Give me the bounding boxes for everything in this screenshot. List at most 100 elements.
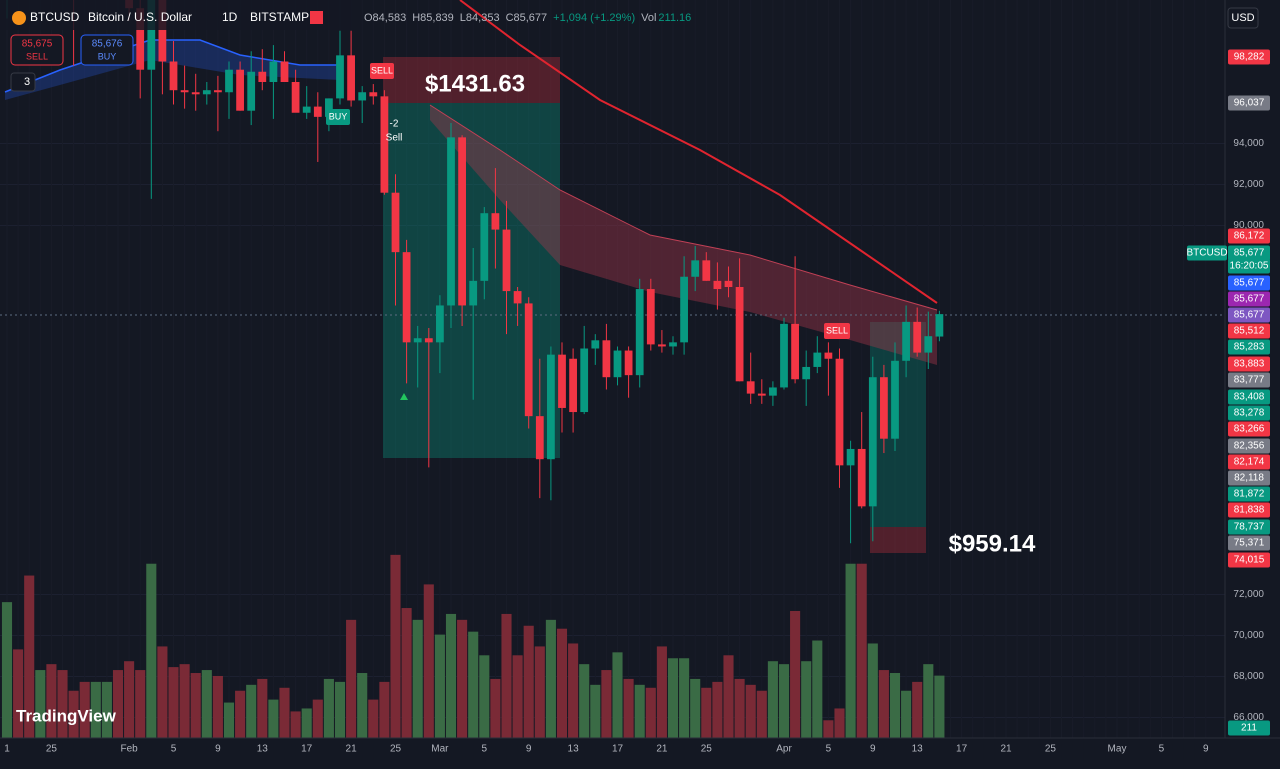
price-label-box — [1228, 356, 1270, 372]
ma-line — [459, 0, 938, 304]
candle-body — [436, 305, 444, 343]
price-label-box — [1228, 258, 1270, 274]
price-label-box — [1228, 486, 1270, 502]
price-label-box — [1228, 438, 1270, 454]
volume-bar — [212, 675, 223, 738]
candle-body — [547, 354, 555, 460]
sell-price: 85,675 — [22, 39, 53, 50]
volume-bar — [457, 619, 468, 738]
description: Bitcoin / U.S. Dollar — [88, 10, 192, 24]
x-tick-label: 5 — [482, 744, 488, 755]
volume-value: 211.16 — [658, 12, 691, 24]
volume-bar — [235, 690, 246, 738]
candle-body — [202, 90, 211, 95]
ma-line — [429, 104, 938, 311]
x-tick-label: 9 — [215, 744, 221, 755]
interval: 1D — [222, 10, 238, 24]
volume-bar — [934, 675, 945, 738]
volume-bar — [24, 575, 35, 738]
volume-bar — [46, 664, 57, 738]
candle-body — [424, 338, 433, 343]
ohlc: O84,583 H85,839 L84,353 C85,677 +1,094 (+1.2… — [364, 12, 691, 24]
candle-body — [336, 55, 344, 99]
volume-bar — [612, 652, 623, 738]
volume-bar — [834, 708, 845, 738]
profit-label: $1431.63 — [425, 70, 525, 97]
price-label: 85,677 — [1234, 248, 1265, 259]
price-label-box — [1228, 228, 1270, 244]
price-label: 81,838 — [1234, 505, 1265, 516]
volume-bar — [135, 670, 146, 738]
ma-line — [4, 39, 340, 93]
volume-bar — [690, 678, 701, 738]
volume-bar — [723, 655, 734, 738]
volume-bar — [1, 602, 13, 738]
volume-bar — [767, 661, 778, 738]
volume-bar — [623, 678, 634, 738]
ohlc-value: C85,677 — [506, 12, 548, 24]
candle-body — [646, 289, 655, 345]
volume-bar — [901, 690, 912, 738]
candle-body — [824, 352, 833, 359]
candle-body — [513, 291, 522, 304]
price-label: 83,777 — [1234, 375, 1265, 386]
x-tick-label: 9 — [526, 744, 532, 755]
price-label: 86,172 — [1234, 231, 1265, 242]
volume-bar — [801, 661, 812, 738]
volume-bar — [101, 681, 112, 738]
volume-bar — [390, 554, 401, 738]
volume-bar — [246, 684, 257, 738]
volume-bar — [68, 690, 79, 738]
candle-body — [380, 96, 389, 193]
y-tick-label: 92,000 — [1233, 179, 1264, 190]
volume-bar — [545, 619, 556, 738]
candle-body — [724, 280, 733, 287]
volume-bar — [501, 613, 512, 738]
candle-body — [214, 90, 222, 93]
signal-label: -2 — [390, 119, 399, 130]
stop-zone — [870, 527, 926, 553]
volume-bar — [556, 628, 568, 738]
signal-label: BUY — [329, 111, 348, 121]
currency-button[interactable] — [1227, 7, 1259, 29]
buy-button[interactable] — [80, 34, 134, 66]
price-label-box — [1228, 454, 1270, 470]
candle-body — [391, 192, 400, 253]
price-label-box — [1228, 720, 1270, 736]
volume-bar — [912, 681, 923, 738]
candle-body — [347, 55, 355, 101]
coin-icon — [12, 11, 26, 25]
volume-bar — [57, 670, 68, 738]
volume-bar — [79, 681, 90, 738]
sell-button[interactable] — [10, 34, 64, 66]
x-tick-label: 25 — [390, 744, 402, 755]
volume-bar — [368, 699, 379, 738]
price-label-box — [1228, 291, 1270, 307]
volume-bar — [412, 619, 423, 738]
candle-body — [247, 71, 256, 111]
flag — [310, 11, 323, 24]
volume-bar — [279, 687, 290, 738]
candle-body — [313, 106, 322, 117]
volume-bar — [790, 610, 801, 738]
candle-body — [713, 280, 722, 290]
price-label: 75,371 — [1234, 538, 1265, 549]
candle-body — [502, 229, 511, 292]
candle-body — [846, 448, 855, 466]
x-tick-label: 9 — [1203, 744, 1209, 755]
price-label-box — [1228, 535, 1270, 551]
candle-body — [658, 344, 666, 347]
volume-bar — [601, 670, 612, 738]
volume-title: Vol — [641, 12, 656, 24]
x-tick-label: 25 — [1045, 744, 1057, 755]
volume-bar — [312, 699, 323, 738]
volume-bar — [323, 678, 334, 738]
candle-body — [680, 276, 688, 343]
volume-bar — [667, 658, 679, 738]
volume-bar — [201, 670, 212, 738]
indicator-toggle[interactable] — [10, 72, 36, 92]
price-label: 74,015 — [1234, 555, 1265, 566]
price-label-box — [1228, 245, 1270, 261]
volume-bar — [512, 655, 523, 738]
